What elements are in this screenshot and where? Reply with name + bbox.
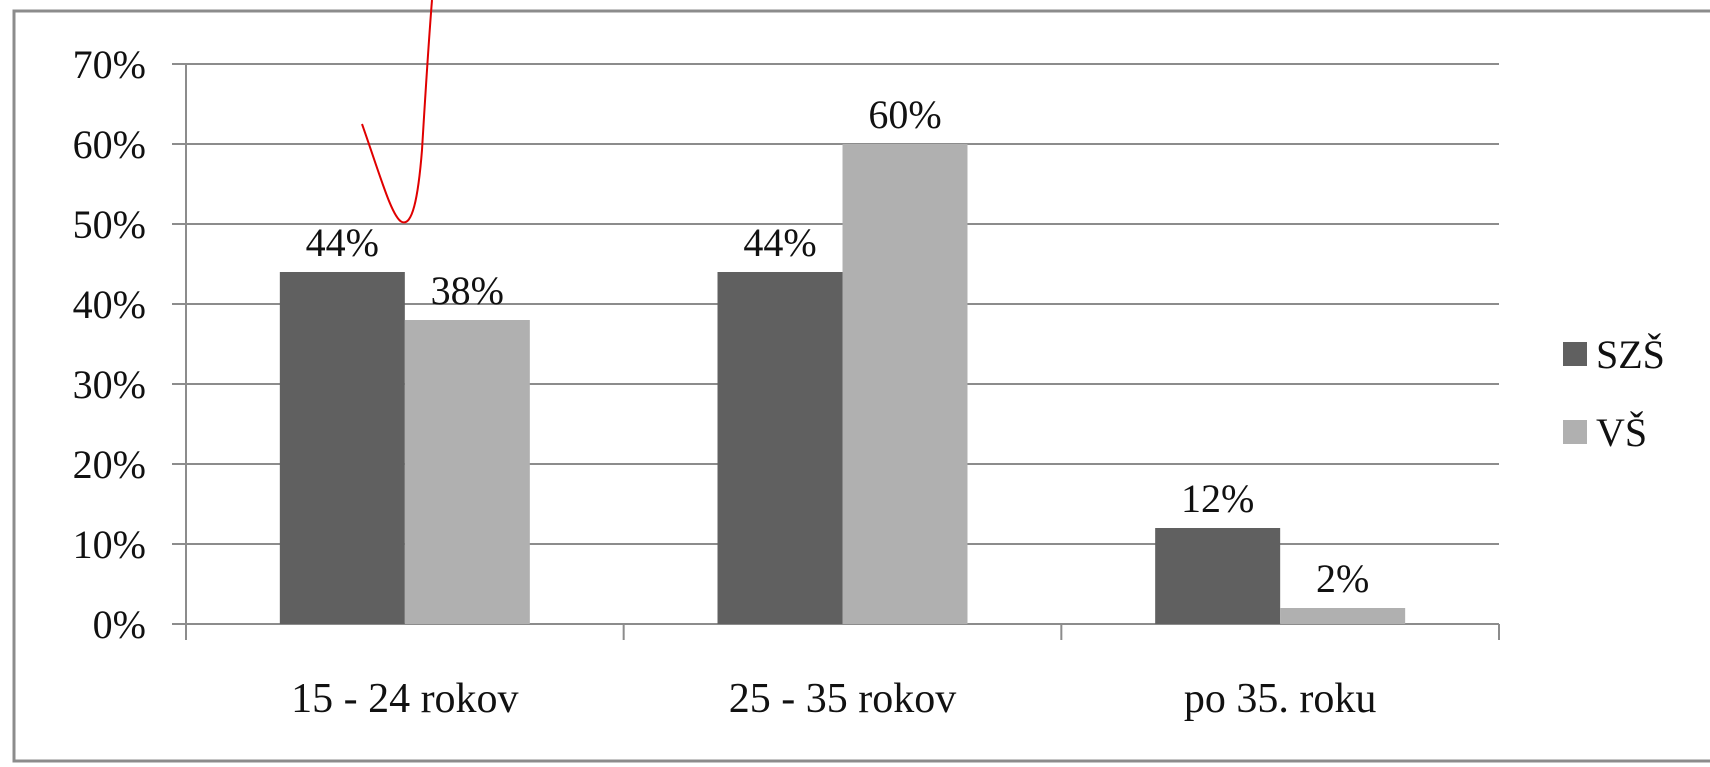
bar-value-label: 44% [306,220,379,265]
legend-label: SZŠ [1596,332,1665,377]
bar-value-label: 12% [1181,476,1254,521]
handwritten-annotation-stroke [361,0,433,224]
y-tick-label: 60% [73,122,146,167]
bar [1155,528,1281,624]
y-tick-label: 50% [73,202,146,247]
x-category-label: po 35. roku [1184,676,1377,722]
bar-value-label: 2% [1316,556,1369,601]
legend-swatch [1563,342,1587,366]
legend-label: VŠ [1596,410,1647,455]
bars [279,144,1406,624]
bar [404,320,530,624]
bar [279,272,405,624]
legend: SZŠ VŠ [1563,332,1665,455]
x-category-label: 25 - 35 rokov [729,676,956,722]
bar [717,272,843,624]
y-tick-label: 40% [73,282,146,327]
y-tick-label: 0% [93,602,146,647]
y-tick-label: 70% [73,42,146,87]
bar [1280,608,1406,624]
data-labels: 44% 38% 44% 60% 12% 2% [306,92,1370,601]
y-tick-label: 20% [73,442,146,487]
bar-value-label: 60% [868,92,941,137]
bar-value-label: 44% [743,220,816,265]
legend-swatch [1563,420,1587,444]
x-category-label: 15 - 24 rokov [291,676,518,722]
y-tick-label: 10% [73,522,146,567]
bar-value-label: 38% [431,268,504,313]
y-tick-label: 30% [73,362,146,407]
bar [842,144,968,624]
